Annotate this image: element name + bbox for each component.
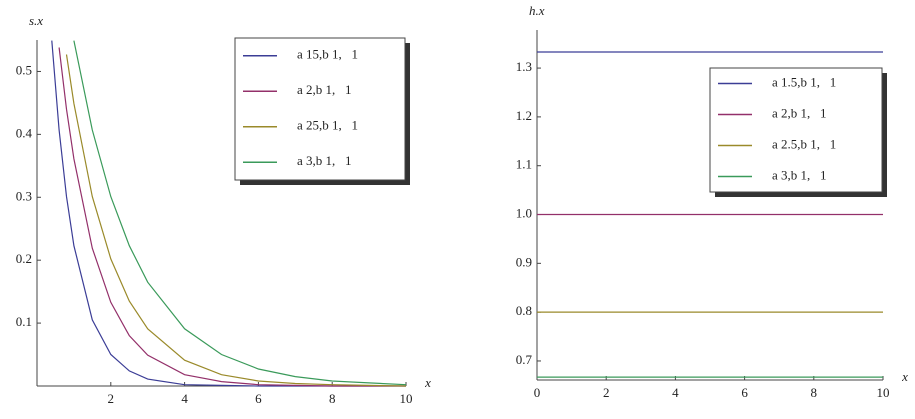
legend <box>709 67 883 193</box>
y-tick-label: 1.1 <box>516 157 532 172</box>
y-tick-label: 0.5 <box>16 62 32 77</box>
y-axis-label: h.x <box>529 3 545 18</box>
y-tick-label: 1.3 <box>516 59 532 74</box>
x-tick-label: 8 <box>811 385 818 400</box>
legend-label: a 1.5,b 1, 1 <box>772 74 836 89</box>
y-tick-label: 0.3 <box>16 188 32 203</box>
y-tick-label: 0.8 <box>516 303 532 318</box>
x-axis-label: x <box>424 375 431 390</box>
y-tick-label: 1.2 <box>516 108 532 123</box>
series-line <box>65 54 407 387</box>
x-tick-label: 4 <box>672 385 679 400</box>
legend-label: a 3,b 1, 1 <box>297 153 352 168</box>
y-tick-label: 0.9 <box>516 254 532 269</box>
legend-label: a 2,b 1, 1 <box>772 105 827 120</box>
legend-label: a 2.5,b 1, 1 <box>772 136 836 151</box>
y-tick-label: 1.0 <box>516 206 532 221</box>
x-tick-label: 10 <box>400 391 413 406</box>
x-tick-label: 4 <box>181 391 188 406</box>
x-tick-label: 10 <box>877 385 890 400</box>
legend-label: a 25,b 1, 1 <box>297 118 358 133</box>
x-tick-label: 6 <box>741 385 748 400</box>
y-axis-label: s.x <box>29 13 43 28</box>
legend <box>234 37 406 181</box>
x-axis-label: x <box>901 369 908 384</box>
x-tick-label: 6 <box>255 391 262 406</box>
legend-label: a 3,b 1, 1 <box>772 167 827 182</box>
legend-label: a 15,b 1, 1 <box>297 47 358 62</box>
y-tick-label: 0.2 <box>16 251 32 266</box>
y-tick-label: 0.4 <box>16 125 33 140</box>
legend-label: a 2,b 1, 1 <box>297 82 352 97</box>
series-line <box>58 47 406 387</box>
y-tick-label: 0.7 <box>516 352 533 367</box>
x-tick-label: 0 <box>534 385 541 400</box>
x-tick-label: 2 <box>108 391 115 406</box>
x-tick-label: 2 <box>603 385 610 400</box>
y-tick-label: 0.1 <box>16 314 32 329</box>
series-line <box>73 40 407 386</box>
x-tick-label: 8 <box>329 391 336 406</box>
